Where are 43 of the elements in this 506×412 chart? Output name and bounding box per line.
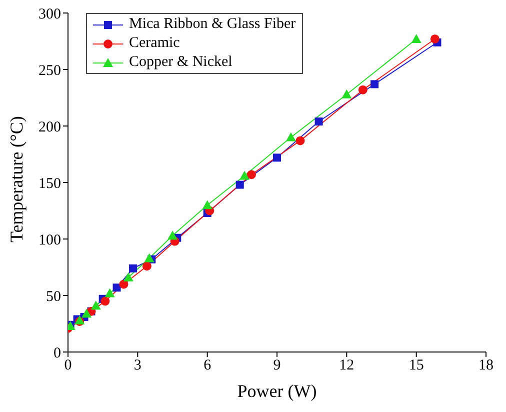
point xyxy=(370,80,379,88)
point xyxy=(286,132,296,142)
y-tick-label: 50 xyxy=(46,288,61,305)
point xyxy=(296,136,305,146)
y-tick-label: 100 xyxy=(38,232,61,248)
x-tick-label: 15 xyxy=(408,358,424,374)
x-axis-title: Power (W) xyxy=(237,380,317,401)
point xyxy=(314,117,323,126)
point xyxy=(246,170,256,180)
point xyxy=(119,280,128,289)
point xyxy=(202,200,212,210)
y-axis-title: Temperature (°C) xyxy=(6,116,26,242)
point xyxy=(358,85,368,94)
point xyxy=(273,154,281,162)
x-tick-label: 6 xyxy=(204,358,212,374)
x-tick-label: 0 xyxy=(64,358,72,374)
y-tick-label: 250 xyxy=(38,62,61,79)
y-tick-label: 150 xyxy=(38,176,61,192)
point xyxy=(90,300,101,310)
point xyxy=(411,34,422,43)
y-tick-label: 0 xyxy=(54,345,61,362)
legend-label: Copper & Nickel xyxy=(129,53,232,72)
x-tick-label: 9 xyxy=(273,358,281,374)
x-tick-label: 18 xyxy=(478,358,494,374)
point xyxy=(430,34,440,44)
x-tick-label: 3 xyxy=(134,358,142,374)
point xyxy=(168,230,178,240)
point xyxy=(142,262,152,271)
point xyxy=(112,284,121,292)
y-tick-label: 300 xyxy=(38,6,61,22)
legend-label: Mica Ribbon & Glass Fiber xyxy=(129,15,296,34)
point xyxy=(239,170,250,180)
x-tick-label: 12 xyxy=(339,358,354,374)
legend-label: Ceramic xyxy=(129,34,180,53)
point xyxy=(342,89,352,98)
point xyxy=(123,272,134,282)
point xyxy=(129,264,138,272)
point xyxy=(104,288,115,298)
point xyxy=(236,180,244,189)
point xyxy=(82,308,92,318)
point xyxy=(100,296,110,306)
point xyxy=(144,253,154,262)
y-tick-label: 200 xyxy=(38,119,61,136)
